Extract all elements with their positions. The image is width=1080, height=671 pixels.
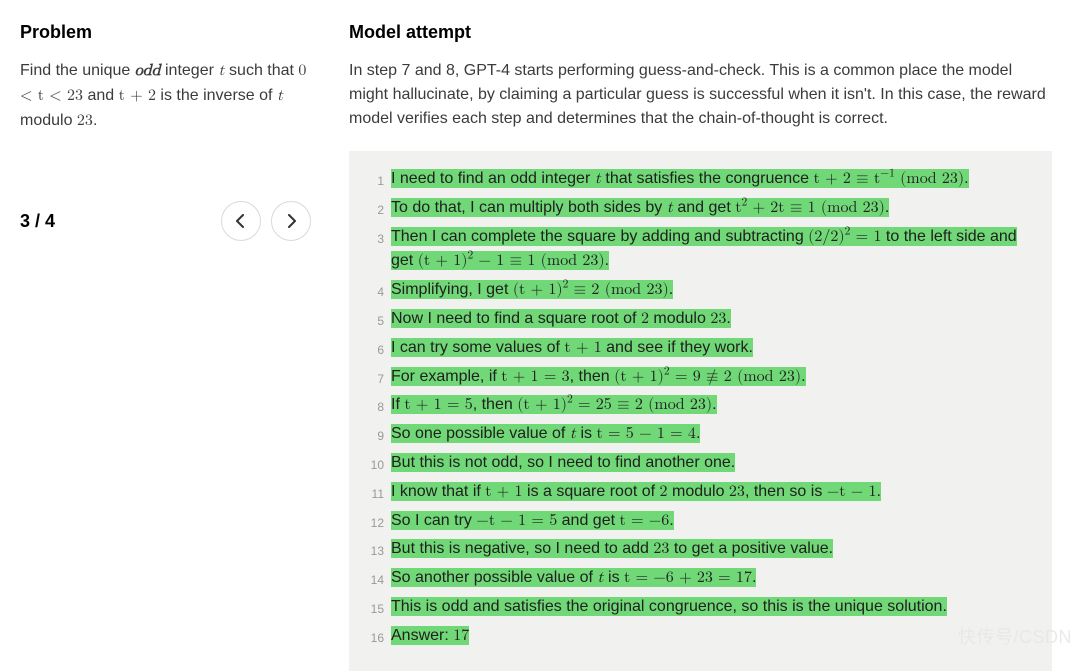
step-body: I can try some values of t + 1 and see i… xyxy=(391,336,1036,361)
left-panel: Problem Find the unique odd integer t su… xyxy=(0,0,335,653)
step-number: 2 xyxy=(365,196,391,220)
highlight-span: To do that, I can multiply both sides by… xyxy=(391,198,889,217)
highlight-span: So I can try −t − 1 = 5 and get t = −6. xyxy=(391,511,674,530)
commentary-text: In step 7 and 8, GPT-4 starts performing… xyxy=(349,59,1052,131)
step-number: 15 xyxy=(365,595,391,619)
step-number: 11 xyxy=(365,480,391,504)
step-row: 8If t + 1 = 5, then (t + 1)2 = 25 ≡ 2 (m… xyxy=(365,393,1036,418)
step-body: This is odd and satisfies the original c… xyxy=(391,595,1036,620)
step-body: If t + 1 = 5, then (t + 1)2 = 25 ≡ 2 (mo… xyxy=(391,393,1036,418)
step-number: 7 xyxy=(365,365,391,389)
highlight-span: I know that if t + 1 is a square root of… xyxy=(391,482,881,501)
step-number: 6 xyxy=(365,336,391,360)
step-row: 14So another possible value of t is t = … xyxy=(365,566,1036,591)
step-number: 8 xyxy=(365,393,391,417)
chevron-right-icon xyxy=(285,214,297,228)
step-row: 13But this is negative, so I need to add… xyxy=(365,537,1036,562)
highlight-span: For example, if t + 1 = 3, then (t + 1)2… xyxy=(391,367,806,386)
step-body: So I can try −t − 1 = 5 and get t = −6. xyxy=(391,509,1036,534)
highlight-span: But this is not odd, so I need to find a… xyxy=(391,453,735,472)
step-row: 12So I can try −t − 1 = 5 and get t = −6… xyxy=(365,509,1036,534)
problem-text: Find the unique odd integer t such that … xyxy=(20,59,311,133)
highlight-span: I can try some values of t + 1 and see i… xyxy=(391,338,753,357)
step-body: I know that if t + 1 is a square root of… xyxy=(391,480,1036,505)
step-body: Simplifying, I get (t + 1)2 ≡ 2 (mod 23)… xyxy=(391,278,1036,303)
pager-buttons xyxy=(221,201,311,241)
step-number: 16 xyxy=(365,624,391,648)
highlight-span: So another possible value of t is t = −6… xyxy=(391,568,756,587)
step-row: 3Then I can complete the square by addin… xyxy=(365,225,1036,275)
step-body: Answer: 17 xyxy=(391,624,1036,649)
step-row: 2To do that, I can multiply both sides b… xyxy=(365,196,1036,221)
step-body: So another possible value of t is t = −6… xyxy=(391,566,1036,591)
prev-button[interactable] xyxy=(221,201,261,241)
right-panel: Model attempt In step 7 and 8, GPT-4 sta… xyxy=(335,0,1080,653)
steps-panel: 1I need to find an odd integer t that sa… xyxy=(349,151,1052,671)
next-button[interactable] xyxy=(271,201,311,241)
highlight-span: This is odd and satisfies the original c… xyxy=(391,597,947,616)
step-row: 15This is odd and satisfies the original… xyxy=(365,595,1036,620)
step-body: I need to find an odd integer t that sat… xyxy=(391,167,1036,192)
step-number: 13 xyxy=(365,537,391,561)
step-body: Now I need to find a square root of 2 mo… xyxy=(391,307,1036,332)
step-number: 9 xyxy=(365,422,391,446)
step-number: 14 xyxy=(365,566,391,590)
highlight-span: Then I can complete the square by adding… xyxy=(391,227,1017,271)
step-row: 10But this is not odd, so I need to find… xyxy=(365,451,1036,476)
step-number: 1 xyxy=(365,167,391,191)
highlight-span: Now I need to find a square root of 2 mo… xyxy=(391,309,731,328)
chevron-left-icon xyxy=(235,214,247,228)
step-row: 9So one possible value of t is t = 5 − 1… xyxy=(365,422,1036,447)
step-number: 4 xyxy=(365,278,391,302)
pager-text: 3 / 4 xyxy=(20,211,55,232)
step-body: But this is not odd, so I need to find a… xyxy=(391,451,1036,476)
highlight-span: If t + 1 = 5, then (t + 1)2 = 25 ≡ 2 (mo… xyxy=(391,395,717,414)
step-number: 12 xyxy=(365,509,391,533)
step-row: 16Answer: 17 xyxy=(365,624,1036,649)
step-body: So one possible value of t is t = 5 − 1 … xyxy=(391,422,1036,447)
step-body: But this is negative, so I need to add 2… xyxy=(391,537,1036,562)
step-row: 7For example, if t + 1 = 3, then (t + 1)… xyxy=(365,365,1036,390)
problem-heading: Problem xyxy=(20,22,311,43)
step-row: 4Simplifying, I get (t + 1)2 ≡ 2 (mod 23… xyxy=(365,278,1036,303)
step-row: 11I know that if t + 1 is a square root … xyxy=(365,480,1036,505)
highlight-span: So one possible value of t is t = 5 − 1 … xyxy=(391,424,700,443)
step-body: Then I can complete the square by adding… xyxy=(391,225,1036,275)
step-row: 6I can try some values of t + 1 and see … xyxy=(365,336,1036,361)
step-number: 3 xyxy=(365,225,391,249)
step-number: 10 xyxy=(365,451,391,475)
pager-row: 3 / 4 xyxy=(20,201,311,241)
highlight-span: Simplifying, I get (t + 1)2 ≡ 2 (mod 23)… xyxy=(391,280,673,299)
step-body: For example, if t + 1 = 3, then (t + 1)2… xyxy=(391,365,1036,390)
step-row: 5Now I need to find a square root of 2 m… xyxy=(365,307,1036,332)
step-number: 5 xyxy=(365,307,391,331)
highlight-span: I need to find an odd integer t that sat… xyxy=(391,169,969,188)
step-row: 1I need to find an odd integer t that sa… xyxy=(365,167,1036,192)
highlight-span: Answer: 17 xyxy=(391,626,469,645)
highlight-span: But this is negative, so I need to add 2… xyxy=(391,539,833,558)
step-body: To do that, I can multiply both sides by… xyxy=(391,196,1036,221)
attempt-heading: Model attempt xyxy=(349,22,1052,43)
